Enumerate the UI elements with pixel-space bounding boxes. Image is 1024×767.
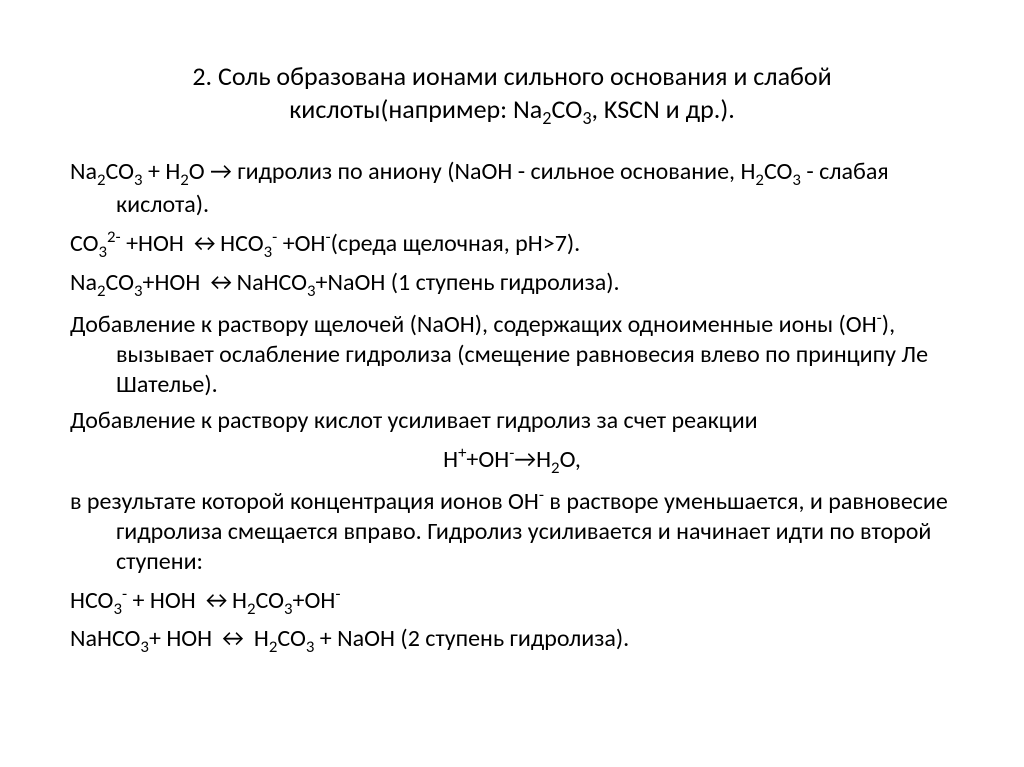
t: + NaOH (2 ступень гидролиза). bbox=[314, 624, 629, 653]
t: CO bbox=[106, 268, 134, 297]
sup: - bbox=[335, 583, 340, 604]
title-line-1: 2. Соль образована ионами сильного основ… bbox=[192, 60, 831, 92]
t: основание, H bbox=[620, 157, 755, 186]
t: HCO bbox=[70, 586, 113, 615]
t: CO bbox=[764, 157, 792, 186]
t: +OH bbox=[466, 445, 509, 474]
sub: 3 bbox=[113, 597, 122, 618]
paragraph-4: Добавление к раствору щелочей (NaOH), со… bbox=[70, 307, 954, 400]
t: +NaOH (1 ступень гидролиза). bbox=[316, 268, 620, 297]
t: в результате которой концентрация ионов … bbox=[70, 487, 539, 516]
sub: 2 bbox=[180, 169, 189, 190]
slide-body: Na2CO3 + H2O → гидролиз по аниону (NaOH … bbox=[70, 157, 954, 657]
paragraph-6: H++OH-→H2O, bbox=[70, 442, 954, 478]
t: + HOH ↔H bbox=[127, 586, 247, 615]
t: + HOH ↔ H bbox=[149, 624, 269, 653]
sub: 3 bbox=[264, 241, 273, 262]
sub: 2 bbox=[551, 457, 560, 478]
t: CO bbox=[106, 157, 134, 186]
title-line-2b: CO bbox=[551, 93, 582, 125]
t: +OH bbox=[293, 586, 336, 615]
t: +HOH ↔HCO bbox=[121, 229, 264, 258]
t: CO bbox=[70, 229, 98, 258]
paragraph-5: Добавление к раствору кислот усиливает г… bbox=[70, 406, 954, 436]
t: реакции bbox=[672, 406, 758, 435]
sub: 2 bbox=[97, 169, 106, 190]
t: NaHCO bbox=[70, 624, 140, 653]
sub: 3 bbox=[307, 280, 316, 301]
t: Na bbox=[70, 157, 97, 186]
paragraph-1: Na2CO3 + H2O → гидролиз по аниону (NaOH … bbox=[70, 157, 954, 220]
paragraph-2: CO32- +HOH ↔HCO3- +OH-(среда щелочная, р… bbox=[70, 226, 954, 262]
sup: 2- bbox=[107, 226, 121, 247]
t: O → гидролиз по аниону (NaOH - сильное bbox=[189, 157, 615, 186]
t: одноименные ионы (OH bbox=[628, 310, 877, 339]
t: Добавление к раствору щелочей (NaOH), со… bbox=[70, 310, 622, 339]
sub: 3 bbox=[98, 241, 107, 262]
t: H bbox=[443, 445, 458, 474]
t: +OH bbox=[277, 229, 325, 258]
t: CO bbox=[256, 586, 284, 615]
sub: 3 bbox=[792, 169, 801, 190]
paragraph-3: Na2CO3+HOH ↔NaHCO3+NaOH (1 ступень гидро… bbox=[70, 268, 954, 301]
slide: 2. Соль образована ионами сильного основ… bbox=[0, 0, 1024, 767]
sub: 3 bbox=[140, 636, 149, 657]
t: + H bbox=[143, 157, 181, 186]
t: +HOH ↔NaHCO bbox=[143, 268, 308, 297]
sub-3: 3 bbox=[582, 107, 591, 129]
sub: 2 bbox=[97, 280, 106, 301]
t: (среда щелочная, рН>7). bbox=[331, 229, 581, 258]
sub: 3 bbox=[134, 280, 143, 301]
t: Добавление к раствору кислот усиливает г… bbox=[70, 406, 666, 435]
t: CO bbox=[277, 624, 305, 653]
paragraph-9: NaHCO3+ HOH ↔ H2CO3 + NaOH (2 ступень ги… bbox=[70, 624, 954, 657]
t: в растворе bbox=[544, 487, 659, 516]
paragraph-7: в результате которой концентрация ионов … bbox=[70, 484, 954, 577]
t: O, bbox=[560, 445, 581, 474]
sub: 2 bbox=[247, 597, 256, 618]
sub: 3 bbox=[284, 597, 293, 618]
slide-title: 2. Соль образована ионами сильного основ… bbox=[70, 60, 954, 129]
sub: 3 bbox=[134, 169, 143, 190]
paragraph-8: HCO3- + HOH ↔H2CO3+OH- bbox=[70, 583, 954, 619]
sub: 2 bbox=[755, 169, 764, 190]
title-line-2c: , KSCN и др.). bbox=[592, 93, 735, 125]
t: Na bbox=[70, 268, 97, 297]
title-line-2a: кислоты(например: Na bbox=[289, 93, 542, 125]
t: →H bbox=[514, 445, 551, 474]
